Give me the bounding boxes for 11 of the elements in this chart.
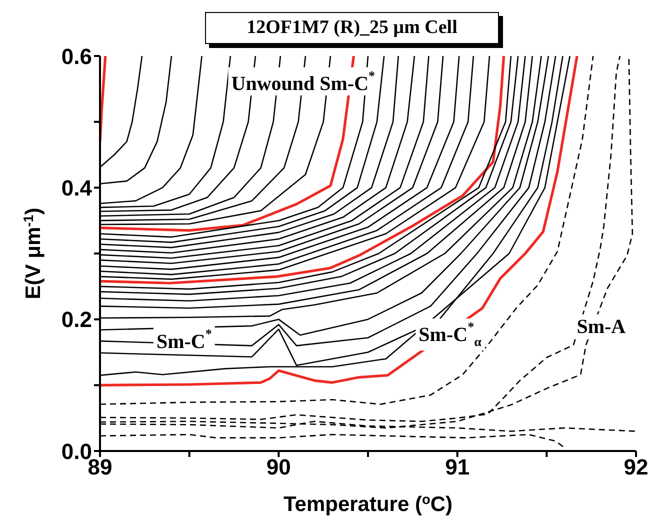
x-axis-title: Temperature ($^{o}$C) [284,492,452,516]
chart-title: 12OF1M7 (R)_25 μm Cell [205,12,499,44]
x-tick-label: 91 [445,454,470,480]
annotation: Sm-A [576,315,626,338]
x-tick-label: 90 [266,454,291,480]
annotation: Unwound Sm-C$^{*}$ [231,68,376,94]
y-tick-label: 0.6 [61,44,92,69]
y-tick-label: 0.2 [61,307,92,332]
annotation: Sm-C$^{*}$ [156,326,212,352]
x-tick-label: 92 [624,454,648,480]
y-tick-label: 0.4 [61,175,93,200]
